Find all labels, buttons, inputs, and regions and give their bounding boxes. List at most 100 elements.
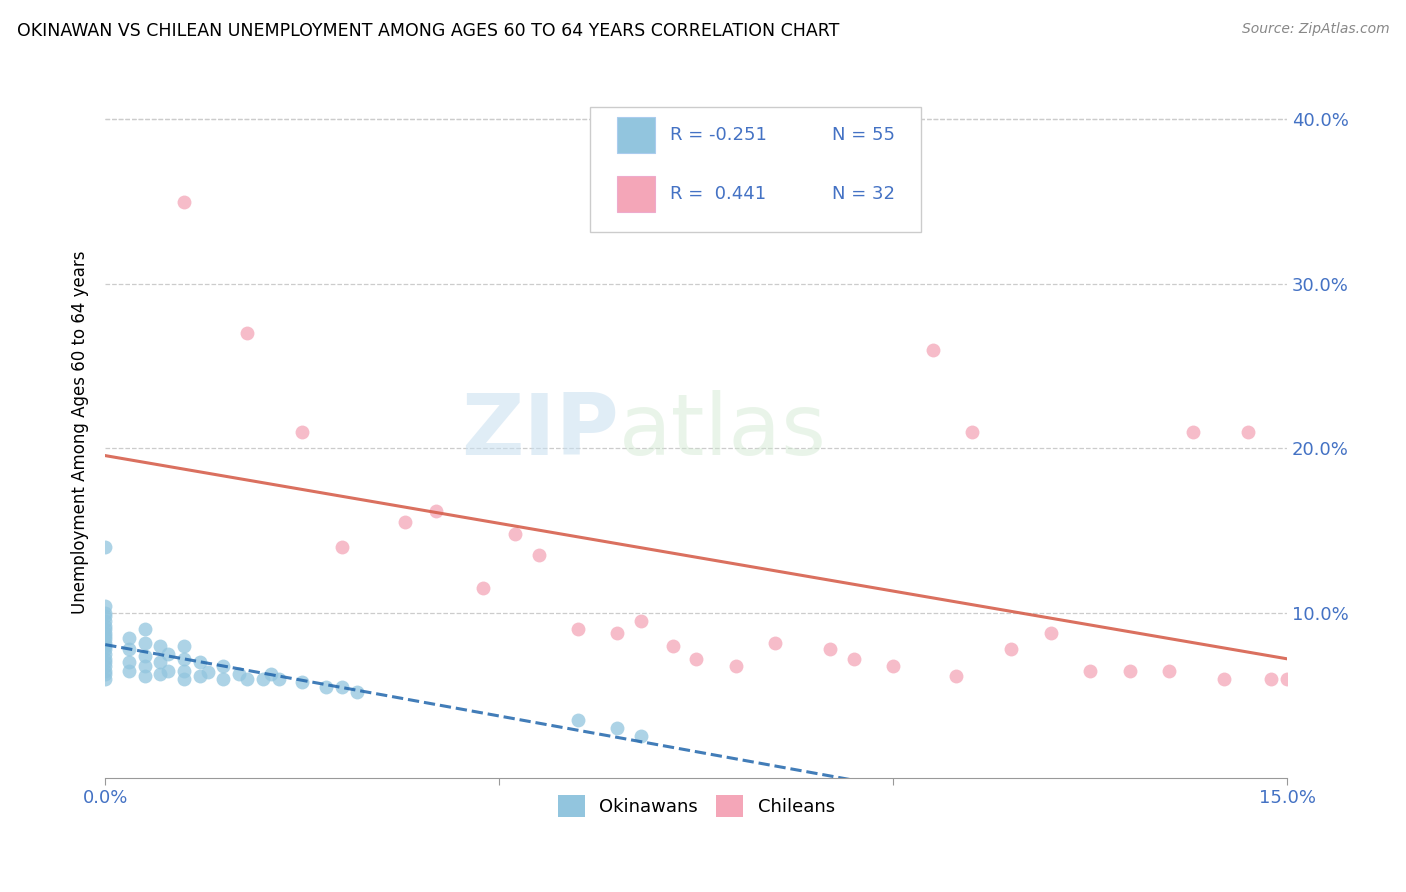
Point <box>94 629 117 643</box>
Text: OKINAWAN VS CHILEAN UNEMPLOYMENT AMONG AGES 60 TO 64 YEARS CORRELATION CHART: OKINAWAN VS CHILEAN UNEMPLOYMENT AMONG A… <box>17 22 839 40</box>
Point <box>606 625 628 640</box>
Point <box>94 540 117 554</box>
Point <box>134 635 156 649</box>
Point <box>527 549 550 563</box>
Point <box>118 631 141 645</box>
Text: R = -0.251: R = -0.251 <box>671 127 768 145</box>
Point <box>1157 664 1180 678</box>
FancyBboxPatch shape <box>589 107 921 232</box>
Text: ZIP: ZIP <box>461 391 619 474</box>
Point <box>173 194 195 209</box>
Point <box>1000 642 1022 657</box>
Point <box>94 664 117 678</box>
Text: atlas: atlas <box>619 391 827 474</box>
Point <box>118 642 141 657</box>
Point <box>149 656 172 670</box>
Point <box>94 647 117 661</box>
Point <box>134 658 156 673</box>
Point <box>661 639 683 653</box>
Point <box>94 666 117 681</box>
Text: R =  0.441: R = 0.441 <box>671 186 766 203</box>
Point <box>567 713 589 727</box>
Point <box>503 527 526 541</box>
Point <box>94 639 117 653</box>
Point <box>921 343 943 357</box>
Point <box>94 672 117 686</box>
Point <box>1260 672 1282 686</box>
Point <box>94 606 117 620</box>
Point <box>724 658 747 673</box>
Point <box>173 672 195 686</box>
Point <box>94 635 117 649</box>
Point <box>1275 672 1298 686</box>
Point <box>945 668 967 682</box>
Point <box>567 623 589 637</box>
Point <box>1181 425 1204 439</box>
Point <box>118 664 141 678</box>
Point <box>1213 672 1236 686</box>
Point <box>94 619 117 633</box>
Point <box>960 425 983 439</box>
Point <box>1078 664 1101 678</box>
Point <box>267 672 290 686</box>
Legend: Okinawans, Chileans: Okinawans, Chileans <box>550 788 842 824</box>
Point <box>94 614 117 628</box>
Point <box>94 599 117 614</box>
Point <box>149 639 172 653</box>
Point <box>94 658 117 673</box>
Point <box>173 652 195 666</box>
FancyBboxPatch shape <box>617 177 655 212</box>
Point <box>94 632 117 647</box>
Point <box>149 666 172 681</box>
Point <box>118 656 141 670</box>
Point <box>94 652 117 666</box>
Text: N = 55: N = 55 <box>832 127 896 145</box>
Point <box>236 672 259 686</box>
Point <box>606 721 628 735</box>
Point <box>346 685 368 699</box>
Point <box>94 623 117 637</box>
Text: Source: ZipAtlas.com: Source: ZipAtlas.com <box>1241 22 1389 37</box>
Point <box>173 664 195 678</box>
Point <box>291 675 314 690</box>
Point <box>882 658 904 673</box>
Point <box>291 425 314 439</box>
Y-axis label: Unemployment Among Ages 60 to 64 years: Unemployment Among Ages 60 to 64 years <box>72 251 89 614</box>
Point <box>236 326 259 341</box>
Point <box>134 623 156 637</box>
Point <box>330 540 353 554</box>
Point <box>94 609 117 624</box>
Point <box>315 680 337 694</box>
Point <box>630 730 652 744</box>
Point <box>842 652 865 666</box>
Point <box>188 668 211 682</box>
Point <box>188 656 211 670</box>
Point <box>212 658 235 673</box>
Point <box>157 664 180 678</box>
Point <box>330 680 353 694</box>
Point <box>394 516 416 530</box>
Point <box>134 668 156 682</box>
Point <box>173 639 195 653</box>
Point <box>763 635 786 649</box>
Point <box>1039 625 1062 640</box>
Point <box>157 647 180 661</box>
Point <box>1118 664 1140 678</box>
Point <box>818 642 841 657</box>
Point <box>94 656 117 670</box>
Point <box>212 672 235 686</box>
Point <box>425 504 447 518</box>
Point <box>94 625 117 640</box>
Text: N = 32: N = 32 <box>832 186 896 203</box>
Point <box>134 648 156 663</box>
Point <box>197 665 219 680</box>
FancyBboxPatch shape <box>617 118 655 153</box>
Point <box>630 614 652 628</box>
Point <box>685 652 707 666</box>
Point <box>260 666 283 681</box>
Point <box>472 582 495 596</box>
Point <box>252 672 274 686</box>
Point <box>1236 425 1258 439</box>
Point <box>94 642 117 657</box>
Point <box>228 666 250 681</box>
